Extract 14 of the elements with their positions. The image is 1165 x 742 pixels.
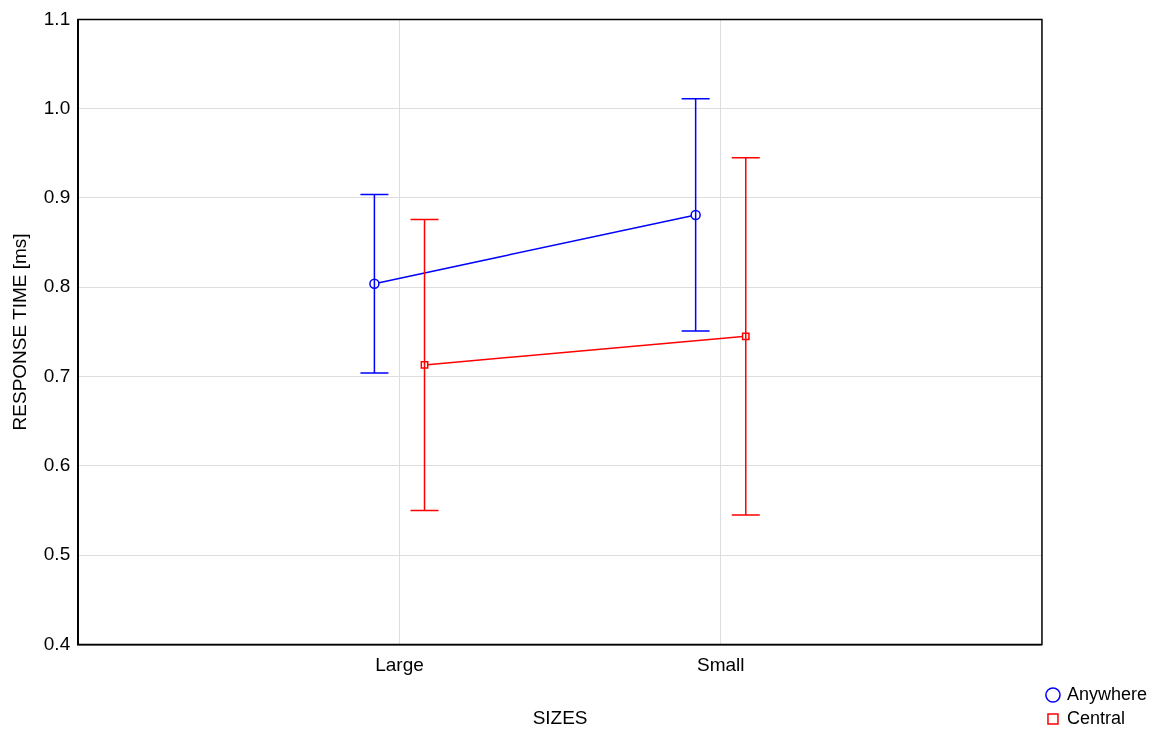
- y-tick-label: 0.5: [43, 543, 71, 565]
- y-tick-label: 1.1: [43, 7, 71, 29]
- y-tick-label: 0.8: [43, 275, 71, 297]
- legend-label: Anywhere: [1066, 683, 1147, 704]
- y-tick-label: 0.7: [43, 364, 71, 386]
- y-tick-label: 1.0: [43, 96, 71, 118]
- y-tick-label: 0.4: [43, 632, 71, 654]
- x-tick-label: Large: [375, 654, 424, 676]
- y-tick-label: 0.6: [43, 454, 71, 476]
- x-axis-title: SIZES: [532, 706, 588, 728]
- x-tick-label: Small: [696, 654, 745, 676]
- legend-label: Central: [1066, 707, 1125, 728]
- y-axis-title: RESPONSE TIME [ms]: [8, 233, 30, 431]
- y-tick-label: 0.9: [43, 186, 71, 208]
